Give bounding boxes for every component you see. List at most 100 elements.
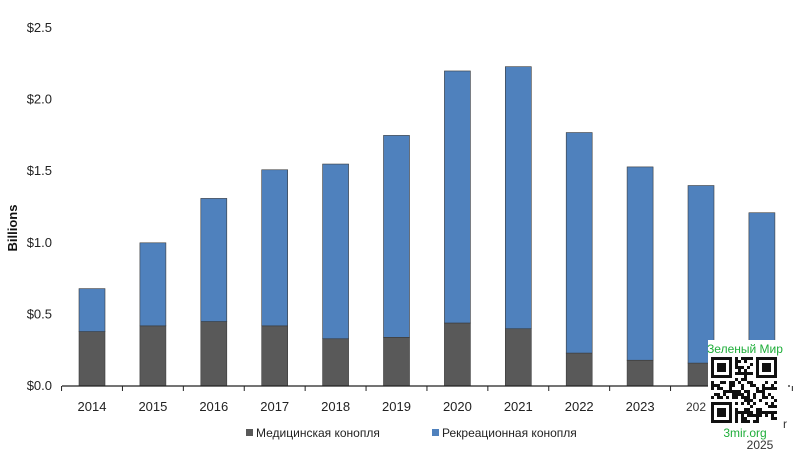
qr-module [735, 393, 738, 396]
qr-module [729, 390, 732, 393]
x-tick-2024-partial: 202 [686, 400, 706, 414]
x-tick-label: 2022 [565, 399, 594, 414]
qr-module [750, 405, 753, 408]
qr-module [738, 381, 741, 384]
qr-module [738, 411, 741, 414]
bar-recreational-2020 [444, 70, 471, 324]
x-tick-label: 2016 [199, 399, 228, 414]
qr-module [765, 414, 768, 417]
y-tick-label: $0.5 [27, 306, 52, 321]
qr-module [729, 384, 732, 387]
qr-module [747, 396, 750, 399]
qr-module [756, 420, 759, 423]
bar-recreational-2019 [383, 135, 410, 338]
qr-module [753, 402, 756, 405]
legend-label: Рекреационная конопля [442, 426, 577, 440]
qr-module [750, 384, 753, 387]
qr-module [717, 393, 720, 396]
qr-module [732, 381, 735, 384]
bar-recreational-2018 [322, 163, 349, 340]
bars [78, 66, 776, 387]
qr-module [756, 417, 759, 420]
qr-module [765, 402, 768, 405]
qr-module [768, 393, 771, 396]
qr-module [735, 408, 738, 411]
qr-module [762, 393, 765, 396]
x-tick-label: 2020 [443, 399, 472, 414]
x-tick-label: 2018 [321, 399, 350, 414]
qr-module [771, 405, 774, 408]
x-tick-label: 2023 [626, 399, 655, 414]
legend: Медицинская конопля Рекреационная конопля [246, 426, 577, 440]
qr-module [741, 357, 744, 360]
qr-module [762, 384, 765, 387]
watermark-url: 3mir.org [723, 426, 766, 440]
y-axis-ticks: $0.0 $0.5 $1.0 $1.5 $2.0 $2.5 [27, 20, 52, 393]
qr-module [762, 396, 765, 399]
qr-module [747, 366, 750, 369]
qr-module [744, 369, 747, 372]
bar-medical-2018 [322, 338, 349, 387]
qr-module [735, 360, 738, 363]
qr-module [759, 414, 762, 417]
qr-module [771, 402, 774, 405]
qr-module [741, 387, 744, 390]
qr-module [747, 390, 750, 393]
legend-swatch [246, 429, 253, 436]
qr-module [747, 402, 750, 405]
qr-module [756, 408, 759, 411]
right-fragment: r [783, 417, 787, 431]
qr-module [744, 378, 747, 381]
qr-module [717, 396, 720, 399]
bar-recreational-2023 [626, 166, 654, 361]
qr-module [771, 387, 774, 390]
qr-module [753, 414, 756, 417]
qr-module [720, 396, 723, 399]
qr-module [747, 399, 750, 402]
bar-medical-2019 [383, 337, 410, 387]
qr-module [747, 393, 750, 396]
qr-module [723, 390, 726, 393]
qr-module [711, 396, 714, 399]
bar-recreational-2015 [139, 242, 167, 327]
y-axis-label: Billions [5, 205, 20, 252]
qr-module [738, 390, 741, 393]
qr-module [726, 390, 729, 393]
legend-label: Медицинская конопля [256, 426, 380, 440]
qr-module [735, 414, 738, 417]
qr-module [735, 357, 738, 360]
qr-module [759, 408, 762, 411]
x-tick-label: 2015 [138, 399, 167, 414]
qr-module [732, 396, 735, 399]
qr-module [765, 396, 768, 399]
qr-module [741, 402, 744, 405]
qr-module [741, 417, 744, 420]
qr-module [741, 420, 744, 423]
qr-finder-core [762, 363, 771, 372]
qr-module [741, 396, 744, 399]
qr-module [774, 417, 777, 420]
qr-module [759, 390, 762, 393]
qr-module [711, 381, 714, 384]
qr-module [741, 372, 744, 375]
qr-module [735, 390, 738, 393]
qr-module [753, 396, 756, 399]
y-tick-label: $1.5 [27, 163, 52, 178]
qr-module [741, 411, 744, 414]
qr-module [726, 396, 729, 399]
y-tick-label: $0.0 [27, 378, 52, 393]
qr-module [738, 372, 741, 375]
qr-module [735, 420, 738, 423]
qr-module [744, 357, 747, 360]
qr-module [735, 411, 738, 414]
x-tick-label: 2021 [504, 399, 533, 414]
qr-module [738, 366, 741, 369]
qr-module [750, 381, 753, 384]
bar-medical-2020 [444, 322, 471, 387]
qr-module [744, 417, 747, 420]
qr-module [762, 390, 765, 393]
qr-module [717, 384, 720, 387]
qr-module [768, 387, 771, 390]
qr-module [774, 411, 777, 414]
qr-module [732, 390, 735, 393]
